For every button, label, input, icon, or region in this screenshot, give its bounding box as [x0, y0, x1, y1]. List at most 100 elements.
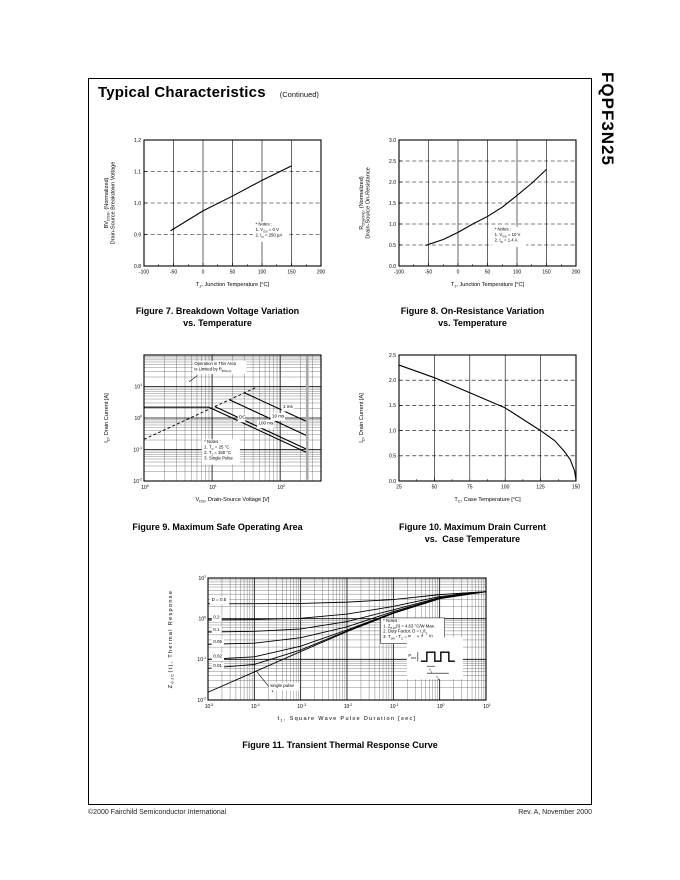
svg-text:3. Single Pulse: 3. Single Pulse	[204, 455, 233, 460]
footer-revision: Rev. A, November 2000	[518, 809, 592, 816]
svg-text:100: 100	[141, 484, 149, 491]
svg-text:single pulse: single pulse	[270, 683, 294, 688]
svg-text:10-4: 10-4	[251, 703, 260, 710]
svg-text:D = 0.5: D = 0.5	[212, 597, 227, 602]
figure7-caption-line2: vs. Temperature	[183, 317, 252, 328]
svg-text:0.2: 0.2	[213, 615, 220, 620]
svg-text:10-1: 10-1	[390, 703, 399, 710]
svg-text:0.9: 0.9	[134, 232, 141, 238]
svg-text:2. Duty Factor, D = t1/t2: 2. Duty Factor, D = t1/t2	[383, 629, 427, 636]
svg-text:10-2: 10-2	[197, 697, 206, 704]
svg-text:3.0: 3.0	[389, 138, 396, 144]
svg-text:TC, Case Temperature [°C]: TC, Case Temperature [°C]	[454, 497, 521, 504]
svg-text:-100: -100	[394, 270, 404, 276]
svg-text:ID, Drain Current [A]: ID, Drain Current [A]	[104, 393, 111, 443]
svg-text:50: 50	[230, 270, 236, 276]
figure8-caption-line1: Figure 8. On-Resistance Variation	[400, 306, 545, 316]
svg-text:1.5: 1.5	[389, 403, 396, 409]
svg-text:PDM: PDM	[408, 653, 416, 660]
figure10-chart: 25 50 75 100 125 150 0.0 0.5 1.0 1.5 2.0 2.5 TC, Cas…	[355, 343, 590, 515]
svg-text:2. ID = 1.4 A: 2. ID = 1.4 A	[495, 238, 518, 245]
section-header: Typical Characteristics (Continued)	[98, 84, 319, 102]
svg-text:100: 100	[501, 485, 510, 491]
svg-text:25: 25	[396, 485, 402, 491]
svg-text:t1: t1	[429, 667, 432, 674]
svg-text:1.0: 1.0	[389, 428, 396, 434]
svg-text:10-1: 10-1	[133, 446, 142, 453]
section-subtitle: (Continued)	[279, 90, 319, 99]
svg-text:Drain-Source Breakdown Voltage: Drain-Source Breakdown Voltage	[110, 162, 116, 245]
svg-text:* Notes :: * Notes :	[256, 222, 272, 227]
svg-text:RDS(ON), (Normalized): RDS(ON), (Normalized)	[359, 176, 366, 230]
figure8-caption: Figure 8. On-Resistance Variation vs. Te…	[355, 306, 590, 329]
svg-text:0.02: 0.02	[213, 653, 222, 658]
figure9-chart: 100 101 102 10-2 10-1 100 101 * Notes :1. TC = …	[100, 343, 335, 515]
svg-text:101: 101	[209, 484, 217, 491]
svg-text:10-1: 10-1	[197, 656, 206, 663]
svg-text:100: 100	[135, 415, 143, 422]
svg-text:10-2: 10-2	[344, 703, 353, 710]
svg-text:0.5: 0.5	[389, 454, 396, 460]
svg-text:* Notes :: * Notes :	[495, 227, 511, 232]
svg-text:10 ms: 10 ms	[272, 413, 285, 418]
figure7-chart: -100 -50 0 50 100 150 200 0.8 0.9 1.0 1.1 1.2 * Note…	[100, 128, 335, 300]
svg-text:1.5: 1.5	[389, 201, 396, 207]
svg-text:0: 0	[202, 270, 205, 276]
svg-text:DC: DC	[239, 415, 246, 420]
svg-text:2.5: 2.5	[389, 353, 396, 359]
figure11-caption: Figure 11. Transient Thermal Response Cu…	[88, 740, 592, 752]
footer-copyright: ©2000 Fairchild Semiconductor Internatio…	[88, 809, 227, 816]
svg-text:ID, Drain Current [A]: ID, Drain Current [A]	[359, 393, 366, 443]
svg-text:1. ZθJC(t) = 4.63 °C/W Max.: 1. ZθJC(t) = 4.63 °C/W Max.	[383, 623, 435, 630]
svg-text:200: 200	[317, 270, 326, 276]
figure9-caption: Figure 9. Maximum Safe Operating Area	[100, 522, 335, 534]
svg-text:1.1: 1.1	[134, 169, 141, 175]
svg-text:100 ms: 100 ms	[258, 421, 274, 426]
svg-text:2. ID = 250 µA: 2. ID = 250 µA	[256, 232, 283, 239]
svg-text:Drain-Source On-Resistance: Drain-Source On-Resistance	[365, 167, 371, 239]
svg-text:2.0: 2.0	[389, 378, 396, 384]
svg-text:is Limited by RDS(on): is Limited by RDS(on)	[194, 366, 231, 373]
svg-text:100: 100	[437, 703, 445, 710]
svg-text:0.01: 0.01	[213, 663, 222, 668]
figure10-block: 25 50 75 100 125 150 0.0 0.5 1.0 1.5 2.0 2.5 TC, Cas…	[355, 343, 590, 515]
svg-text:0.1: 0.1	[213, 627, 220, 632]
figure10-caption-line1: Figure 10. Maximum Drain Current	[398, 522, 547, 532]
svg-text:150: 150	[572, 485, 581, 491]
figure7-caption-line1: Figure 7. Breakdown Voltage Variation	[135, 306, 300, 316]
svg-text:1.0: 1.0	[389, 222, 396, 228]
svg-text:ZθJC(t), Thermal Response: ZθJC(t), Thermal Response	[168, 590, 175, 689]
svg-text:200: 200	[572, 270, 581, 276]
figure8-caption-line2: vs. Temperature	[438, 317, 507, 328]
svg-text:-50: -50	[170, 270, 177, 276]
svg-text:100: 100	[199, 615, 207, 622]
svg-text:0.0: 0.0	[389, 479, 396, 485]
svg-text:50: 50	[432, 485, 438, 491]
svg-text:1. VGS = 10 V: 1. VGS = 10 V	[495, 232, 521, 239]
figure11-chart: 10-5 10-4 10-3 10-2 10-1 100 101 10-2 10-1 100 101…	[168, 570, 498, 734]
svg-text:101: 101	[135, 383, 143, 390]
svg-text:1. TC = 25 °C: 1. TC = 25 °C	[204, 445, 229, 452]
svg-text:100: 100	[258, 270, 267, 276]
svg-text:10-2: 10-2	[133, 478, 142, 485]
svg-text:101: 101	[483, 703, 491, 710]
svg-text:* Notes :: * Notes :	[383, 618, 399, 623]
figure7-caption: Figure 7. Breakdown Voltage Variation vs…	[100, 306, 335, 329]
svg-text:2.0: 2.0	[389, 180, 396, 186]
figure10-caption: Figure 10. Maximum Drain Current vs. Cas…	[355, 522, 590, 545]
svg-text:BVDSS, (Normalized): BVDSS, (Normalized)	[104, 177, 111, 228]
svg-text:1 ms: 1 ms	[283, 404, 294, 409]
section-title: Typical Characteristics	[98, 84, 266, 101]
figure8-block: -100 -50 0 50 100 150 200 0.0 0.5 1.0 1.5 2.0 2.5 3.0…	[355, 128, 590, 300]
svg-text:1.0: 1.0	[134, 201, 141, 207]
svg-text:Operation in This Area: Operation in This Area	[194, 361, 236, 366]
svg-text:0: 0	[457, 270, 460, 276]
svg-text:-50: -50	[425, 270, 432, 276]
svg-text:0.05: 0.05	[213, 639, 222, 644]
svg-text:10-5: 10-5	[205, 703, 214, 710]
svg-text:1. VGS = 0 V: 1. VGS = 0 V	[256, 227, 280, 234]
svg-text:* Notes :: * Notes :	[204, 439, 220, 444]
figure11-block: 10-5 10-4 10-3 10-2 10-1 100 101 10-2 10-1 100 101…	[168, 570, 498, 734]
svg-text:100: 100	[513, 270, 522, 276]
svg-text:150: 150	[542, 270, 551, 276]
